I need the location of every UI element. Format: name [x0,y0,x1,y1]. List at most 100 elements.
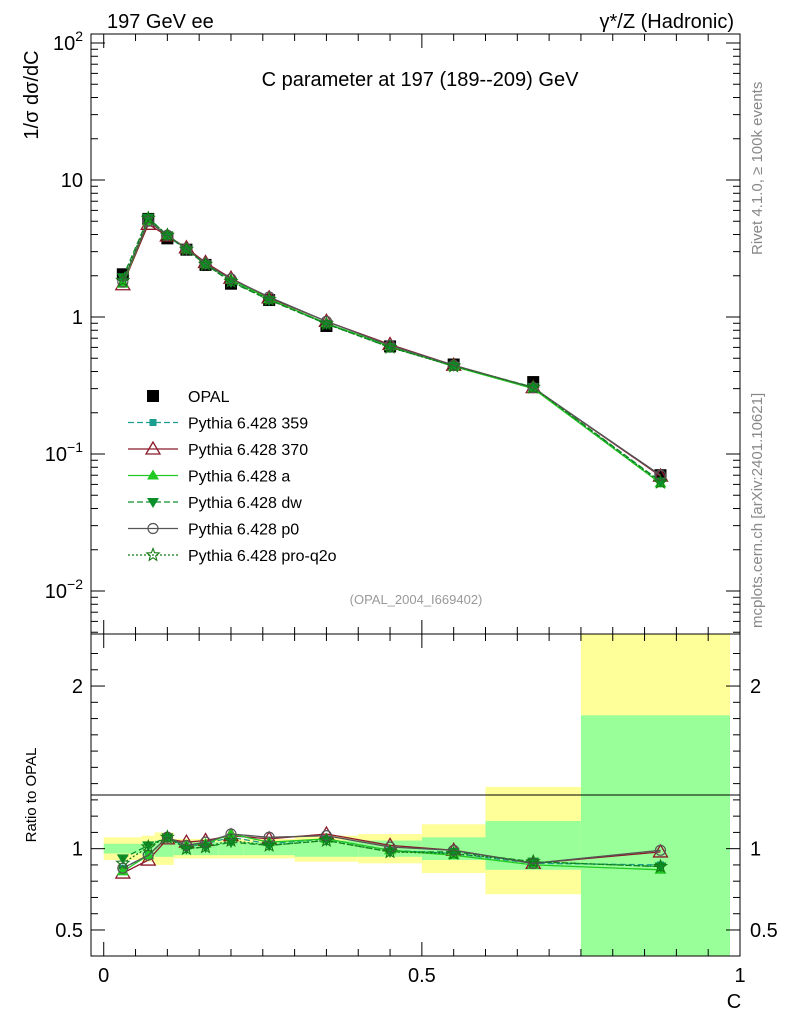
ratio-y-tick-label-right: 1 [750,839,761,861]
legend-entry: Pythia 6.428 359 [128,416,308,433]
ratio-y-tick-label: 0.5 [55,920,83,942]
ratio-data-point [261,837,277,852]
rivet-version-label: Rivet 4.1.0, ≥ 100k events [749,82,766,255]
ratio-data-point [159,829,175,844]
main-y-tick-label: 10 [61,170,83,192]
ratio-data-point [180,839,193,852]
main-data-point [652,474,669,489]
ratio-data-point [448,844,460,856]
ratio-data-point [116,865,129,876]
ratio-series-pythia-6-428-pro-q2o [115,829,669,874]
x-tick-label: 0.5 [408,965,436,987]
legend-marker [147,498,159,508]
ratio-series-group [114,825,669,879]
ratio-stat-uncertainty-band [218,842,244,856]
ratio-data-point [382,843,398,859]
ratio-y-tick-label: 1 [72,839,83,861]
ratio-data-point [223,832,239,848]
ratio-panel: 0.5 0.5 1 1 2 2 0 0.5 1 Ratio to OPAL C [23,633,778,1013]
main-panel: 10−2 10−1 1 10 102 C parameter at 197 (189--… [21,28,741,635]
legend-marker [149,419,157,426]
x-tick-label: 0 [98,965,109,987]
ratio-data-point [654,862,667,873]
ratio-y-tick-label-right: 2 [750,676,761,698]
legend-label: Pythia 6.428 pro-q2o [188,548,337,565]
ratio-data-point [161,833,174,844]
ratio-data-point [263,841,276,852]
legend-marker [147,522,159,535]
analysis-tag: (OPAL_2004_I669402) [350,592,483,607]
ratio-data-point [320,830,333,842]
legend: OPAL Pythia 6.428 359 Pythia 6.428 370 Pyth… [128,389,337,565]
main-data-point [117,276,129,288]
main-y-tick-label: 10−1 [45,439,83,466]
main-chart-title: C parameter at 197 (189--209) GeV [262,69,579,91]
main-data-point [446,358,462,373]
legend-marker [144,440,162,455]
legend-label: Pythia 6.428 359 [188,416,308,433]
ratio-y-axis-label: Ratio to OPAL [23,748,40,843]
main-y-tick-label: 102 [53,28,83,55]
ratio-data-point [140,838,156,854]
ratio-data-point [654,844,667,856]
main-data-point [140,210,156,225]
main-series-group [114,210,669,489]
legend-label: OPAL [188,389,230,406]
legend-label: Pythia 6.428 a [188,469,290,486]
ratio-data-point [318,832,335,848]
ratio-axis-ticks: 0.5 0.5 1 1 2 2 0 0.5 1 [55,634,778,987]
mcplots-source-label: mcplots.cern.ch [arXiv:2401.10621] [749,393,766,628]
ratio-data-point [263,831,275,843]
ratio-data-point [446,845,462,861]
main-axis-ticks: 10−2 10−1 1 10 102 [45,28,741,634]
main-data-point [525,379,541,394]
x-tick-label: 1 [734,965,745,987]
legend-marker [147,469,159,480]
main-data-point [180,245,193,256]
main-y-axis-label: 1/σ dσ/dC [21,50,43,139]
main-data-point [197,256,214,271]
main-series-pythia-6-428-pro-q2o [115,210,669,489]
ratio-data-point [525,853,541,869]
ratio-data-point [225,828,237,840]
ratio-data-point [178,840,195,856]
ratio-stat-uncertainty-band [294,840,359,857]
ratio-data-point [115,855,131,870]
main-y-tick-label: 1 [72,307,83,329]
legend-label: Pythia 6.428 370 [188,442,308,459]
main-data-point [115,272,131,287]
header-energy-label: 197 GeV ee [107,11,214,33]
ratio-data-point [180,844,193,855]
ratio-y-tick-label: 2 [72,676,83,698]
legend-entry: OPAL [147,389,230,406]
main-y-tick-label: 10−2 [45,576,83,603]
ratio-data-point [384,841,396,853]
ratio-stat-uncertainty-band [103,843,142,854]
main-data-point [318,315,335,331]
legend-marker [145,546,161,562]
main-data-point [159,227,175,242]
main-data-point [178,241,195,256]
legend-label: Pythia 6.428 p0 [188,522,299,539]
ratio-data-point [142,841,155,852]
ratio-data-point [116,854,129,865]
legend-entry: Pythia 6.428 p0 [128,522,299,539]
ratio-data-point [652,858,669,874]
ratio-data-point [197,838,214,854]
main-data-point [199,260,212,271]
main-data-point [223,273,239,288]
legend-marker [147,390,159,402]
ratio-stat-uncertainty-band [580,715,730,956]
main-data-point [261,291,277,307]
legend-label: Pythia 6.428 dw [188,495,302,512]
main-data-point [382,339,398,354]
header-process-label: γ*/Z (Hadronic) [600,11,734,33]
ratio-y-tick-label-right: 0.5 [750,920,778,942]
legend-entry: Pythia 6.428 pro-q2o [128,546,337,565]
main-data-point [142,215,154,227]
main-plot-frame [90,33,741,635]
legend-entry: Pythia 6.428 dw [128,495,302,512]
main-data-point [527,382,539,394]
x-axis-label: C [727,991,741,1013]
